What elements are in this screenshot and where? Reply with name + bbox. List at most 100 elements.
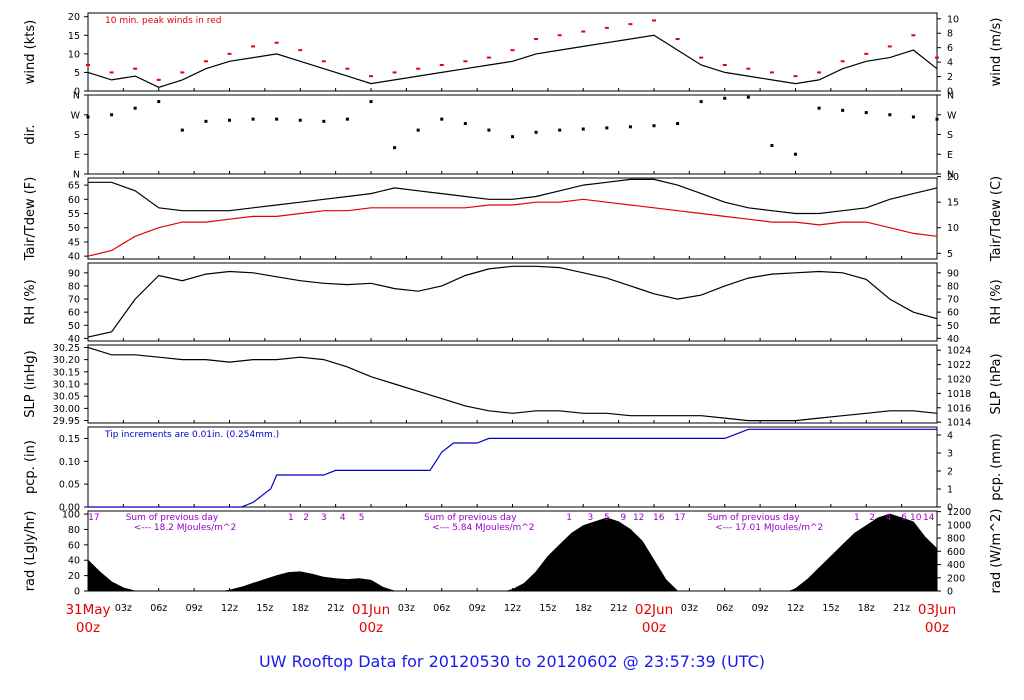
panel-frame-dir <box>87 94 938 175</box>
ytick-label-left-rad: 0 <box>74 587 80 598</box>
x-hour-label: 18z <box>292 603 309 614</box>
dir-point <box>746 95 750 99</box>
ytick-label-right-rh: 50 <box>947 321 959 332</box>
ytick-label-right-rad: 1200 <box>947 507 971 518</box>
wind-peak-mark <box>935 56 939 59</box>
dir-point <box>393 146 397 150</box>
wind-peak-mark <box>180 71 185 74</box>
ytick-label-left-wind: 15 <box>68 31 80 42</box>
x-hour-label: 15z <box>539 603 556 614</box>
rad-hour-label: 5 <box>359 513 365 523</box>
dir-point <box>322 119 326 123</box>
wind-peak-mark <box>133 67 138 70</box>
dir-point <box>534 130 538 134</box>
ytick-label-right-slp: 1014 <box>947 418 971 429</box>
ytick-label-right-wind: 6 <box>947 43 953 54</box>
rad-hour-label: 9 <box>620 513 626 523</box>
x-hour-label: 15z <box>822 603 839 614</box>
ytick-label-left-rad: 40 <box>68 556 80 567</box>
dir-point <box>794 152 797 156</box>
rad-hour-label: 6 <box>901 513 907 523</box>
x-hour-label: 18z <box>575 603 592 614</box>
ytick-label-right-rad: 200 <box>947 573 965 584</box>
x-hour-label: 09z <box>186 603 203 614</box>
ytick-label-left-wind: 5 <box>74 68 80 79</box>
ytick-label-left-pcp: 0.10 <box>59 457 80 468</box>
x-day-hour-label: 00z <box>925 620 949 636</box>
panel-frame-temp <box>87 177 938 260</box>
annotation-pcp: Tip increments are 0.01in. (0.254mm.) <box>104 430 279 440</box>
x-hour-label: 12z <box>221 603 238 614</box>
x-hour-label: 12z <box>787 603 804 614</box>
dir-point <box>86 115 90 119</box>
wind-peak-mark <box>793 75 798 78</box>
rad-note-line1: Sum of previous day <box>707 513 800 523</box>
rad-hour-label: 16 <box>653 513 665 523</box>
ytick-label-right-rad: 1000 <box>947 520 971 531</box>
wind-peak-mark <box>534 38 539 40</box>
ytick-label-right-dir: W <box>947 110 957 121</box>
wind-peak-mark <box>604 26 609 29</box>
wind-peak-mark <box>463 60 468 63</box>
rad-note-line2: <--- 5.84 MJoules/m^2 <box>432 523 534 533</box>
annotation-wind: 10 min. peak winds in red <box>105 16 222 26</box>
rad-hour-label: 2 <box>303 513 309 523</box>
ytick-label-right-slp: 1016 <box>947 403 971 414</box>
ytick-label-right-pcp: 0 <box>947 503 953 514</box>
x-hour-label: 03z <box>398 603 415 614</box>
series-line-slp-slp <box>87 346 938 422</box>
ytick-label-right-wind: 0 <box>947 87 953 98</box>
dir-point <box>817 106 821 110</box>
rad-note-line1: Sum of previous day <box>424 513 517 523</box>
rad-hour-label: 3 <box>587 513 593 523</box>
series-line-pcp-accum <box>88 428 937 508</box>
wind-peak-mark <box>156 78 161 81</box>
ytick-label-left-temp: 45 <box>68 237 80 248</box>
panel-frame-rh <box>87 262 938 342</box>
wind-peak-mark <box>675 38 680 40</box>
ytick-label-right-wind: 10 <box>947 14 959 25</box>
ytick-label-left-slp: 30.25 <box>53 343 80 354</box>
x-hour-label: 09z <box>469 603 486 614</box>
dir-point <box>652 124 656 128</box>
dir-point <box>558 128 562 132</box>
ytick-label-left-wind: 10 <box>68 49 80 60</box>
ytick-label-right-dir: S <box>947 130 953 141</box>
series-line-rh-rh <box>87 265 938 338</box>
ylabel-right-pcp: pcp. (mm) <box>989 433 1004 500</box>
ytick-label-left-pcp: 0.05 <box>59 480 80 491</box>
ytick-label-right-wind: 2 <box>947 72 953 83</box>
ylabel-right-temp: Tair/Tdew (C) <box>989 176 1004 262</box>
dir-point <box>251 117 255 121</box>
x-day-label: 02Jun <box>635 602 673 618</box>
ytick-label-right-rh: 70 <box>947 295 959 306</box>
ytick-label-left-rad: 20 <box>68 571 80 582</box>
wind-peak-mark <box>345 67 350 70</box>
ylabel-left-slp: SLP (inHg) <box>23 350 38 418</box>
rad-hour-label: 1 <box>566 513 572 523</box>
ytick-label-left-rh: 70 <box>68 295 80 306</box>
ytick-label-right-wind: 8 <box>947 29 953 40</box>
ytick-label-left-dir: W <box>71 110 81 121</box>
ytick-label-left-slp: 30.05 <box>53 392 80 403</box>
ytick-label-left-slp: 30.10 <box>53 380 80 391</box>
ytick-label-right-temp: 10 <box>947 223 959 234</box>
ytick-label-right-pcp: 3 <box>947 449 953 460</box>
ytick-label-left-dir: N <box>73 91 80 102</box>
x-hour-label: 21z <box>610 603 627 614</box>
ytick-label-left-dir: S <box>74 130 80 141</box>
ytick-label-left-rad: 80 <box>68 525 80 536</box>
footer-title: UW Rooftop Data for 20120530 to 20120602… <box>259 652 765 671</box>
ytick-label-right-rh: 40 <box>947 334 959 345</box>
dir-point <box>345 117 349 121</box>
x-hour-label: 06z <box>150 603 167 614</box>
ytick-label-left-rad: 100 <box>62 510 80 521</box>
ytick-label-left-dir: E <box>74 150 80 161</box>
dir-point <box>676 122 680 126</box>
ytick-label-right-rh: 80 <box>947 281 959 292</box>
wind-peak-mark <box>510 49 515 52</box>
x-hour-label: 06z <box>433 603 450 614</box>
x-hour-label: 21z <box>327 603 344 614</box>
wind-peak-mark <box>769 71 774 74</box>
